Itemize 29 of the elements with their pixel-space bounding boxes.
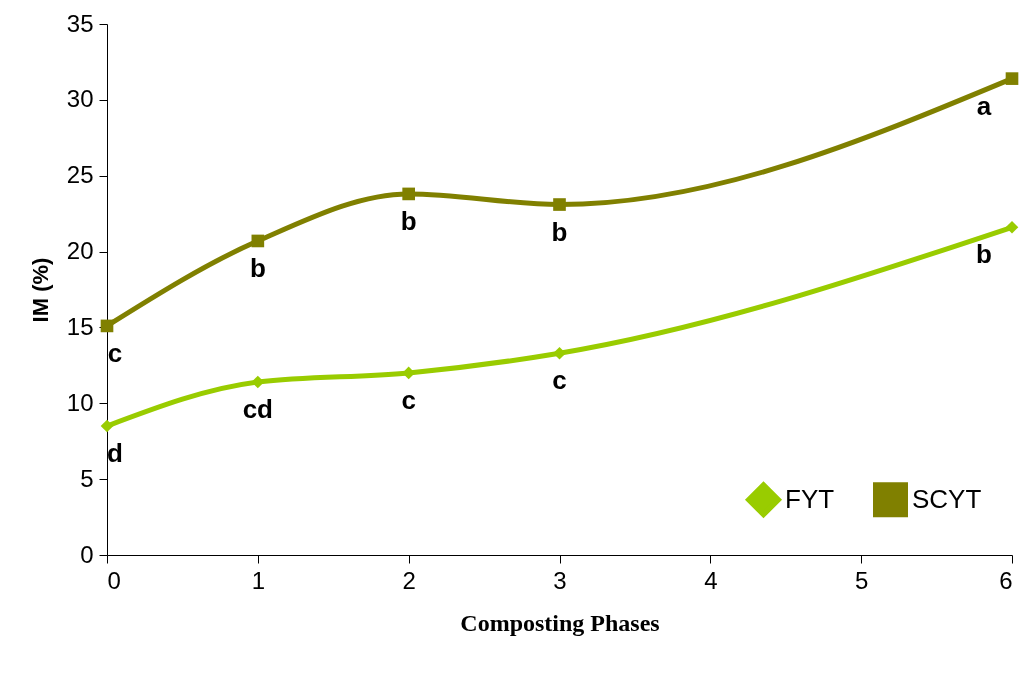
x-tick-label: 1	[251, 566, 266, 594]
x-tick-label: 6	[999, 566, 1013, 594]
y-axis-title: IM (%)	[27, 257, 53, 323]
annotation: b	[400, 205, 417, 236]
x-tick-label: 2	[402, 566, 416, 594]
annotation: c	[107, 337, 123, 368]
y-tick-label: 20	[66, 237, 94, 265]
annotation: cd	[242, 394, 274, 425]
x-tick-label: 5	[854, 566, 869, 594]
annotation: a	[976, 90, 992, 121]
annotation: c	[401, 384, 416, 415]
y-tick-label: 10	[66, 388, 94, 416]
x-tick-label: 3	[553, 566, 567, 594]
x-tick-label: 4	[704, 566, 718, 594]
y-tick-label: 0	[80, 540, 94, 568]
annotation: c	[552, 365, 567, 396]
y-tick-label: 15	[66, 312, 94, 340]
annotation: b	[249, 252, 266, 283]
y-tick-label: 5	[80, 464, 94, 492]
legend-label: SCYT	[912, 483, 982, 514]
annotation: b	[976, 239, 992, 270]
x-tick-label: 0	[107, 566, 121, 594]
legend-label: FYT	[785, 483, 835, 514]
x-axis-title: Composting Phases	[460, 609, 660, 636]
annotation: b	[551, 216, 568, 247]
y-tick-label: 35	[66, 9, 94, 37]
y-tick-label: 30	[66, 85, 94, 113]
y-tick-label: 25	[66, 161, 94, 189]
annotation: d	[107, 438, 123, 469]
